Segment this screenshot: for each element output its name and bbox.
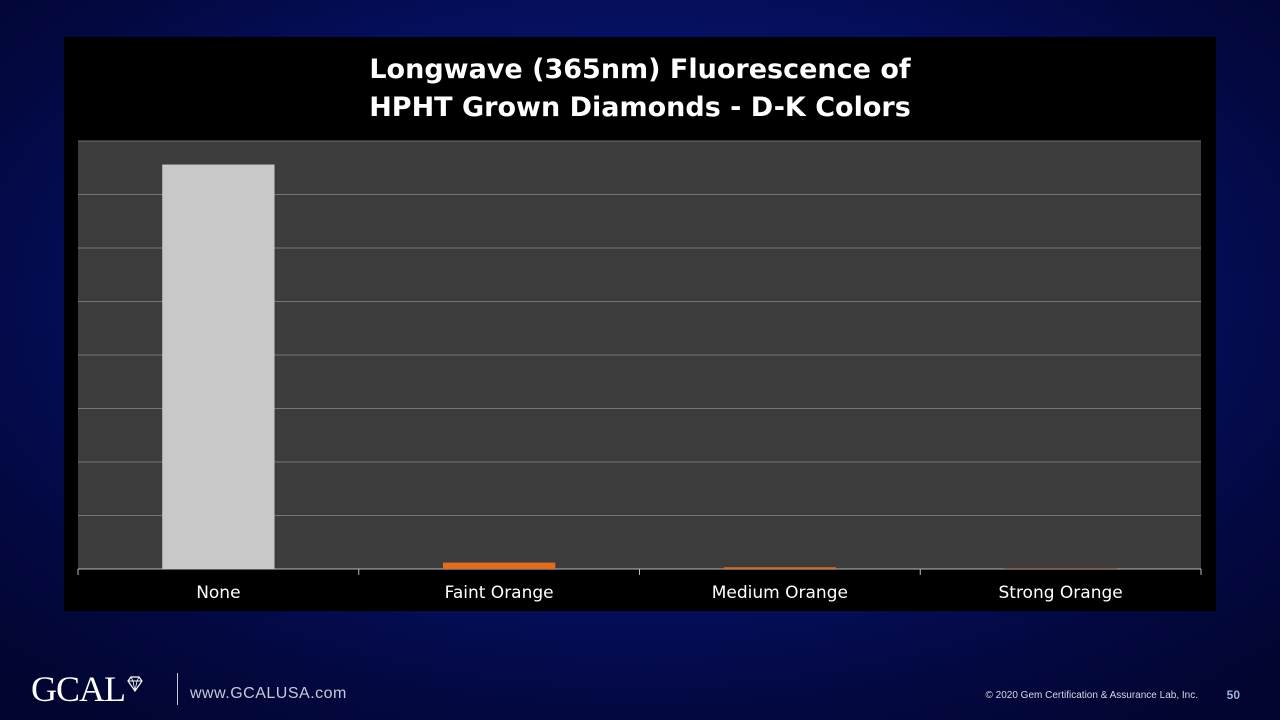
bar-chart: None Faint Orange Medium Orange Strong Oran…: [77, 140, 1202, 603]
website-link[interactable]: www.GCALUSA.com: [190, 685, 347, 702]
x-tick-label: Strong Orange: [998, 583, 1122, 603]
x-tick-label: Faint Orange: [445, 583, 554, 603]
copyright-text: © 2020 Gem Certification & Assurance Lab…: [985, 690, 1198, 701]
chart-title-line-1: Longwave (365nm) Fluorescence of: [369, 54, 911, 85]
page-number: 50: [1226, 688, 1240, 702]
bar-strong-orange: [1004, 568, 1117, 570]
x-tick-label: Medium Orange: [712, 583, 848, 603]
bar-medium-orange: [723, 567, 837, 569]
bar-faint-orange: [442, 562, 556, 569]
x-tick-label: None: [196, 583, 240, 603]
chart-title: Longwave (365nm) Fluorescence of HPHT Gr…: [64, 51, 1216, 127]
gcal-logo: GCAL: [31, 669, 144, 709]
chart-panel: Longwave (365nm) Fluorescence of HPHT Gr…: [64, 37, 1216, 611]
diamond-icon: [127, 676, 143, 692]
bar-none: [162, 164, 275, 569]
chart-title-line-2: HPHT Grown Diamonds - D-K Colors: [369, 92, 911, 123]
footer-divider: [177, 673, 178, 705]
logo-text: GCAL: [31, 669, 126, 709]
